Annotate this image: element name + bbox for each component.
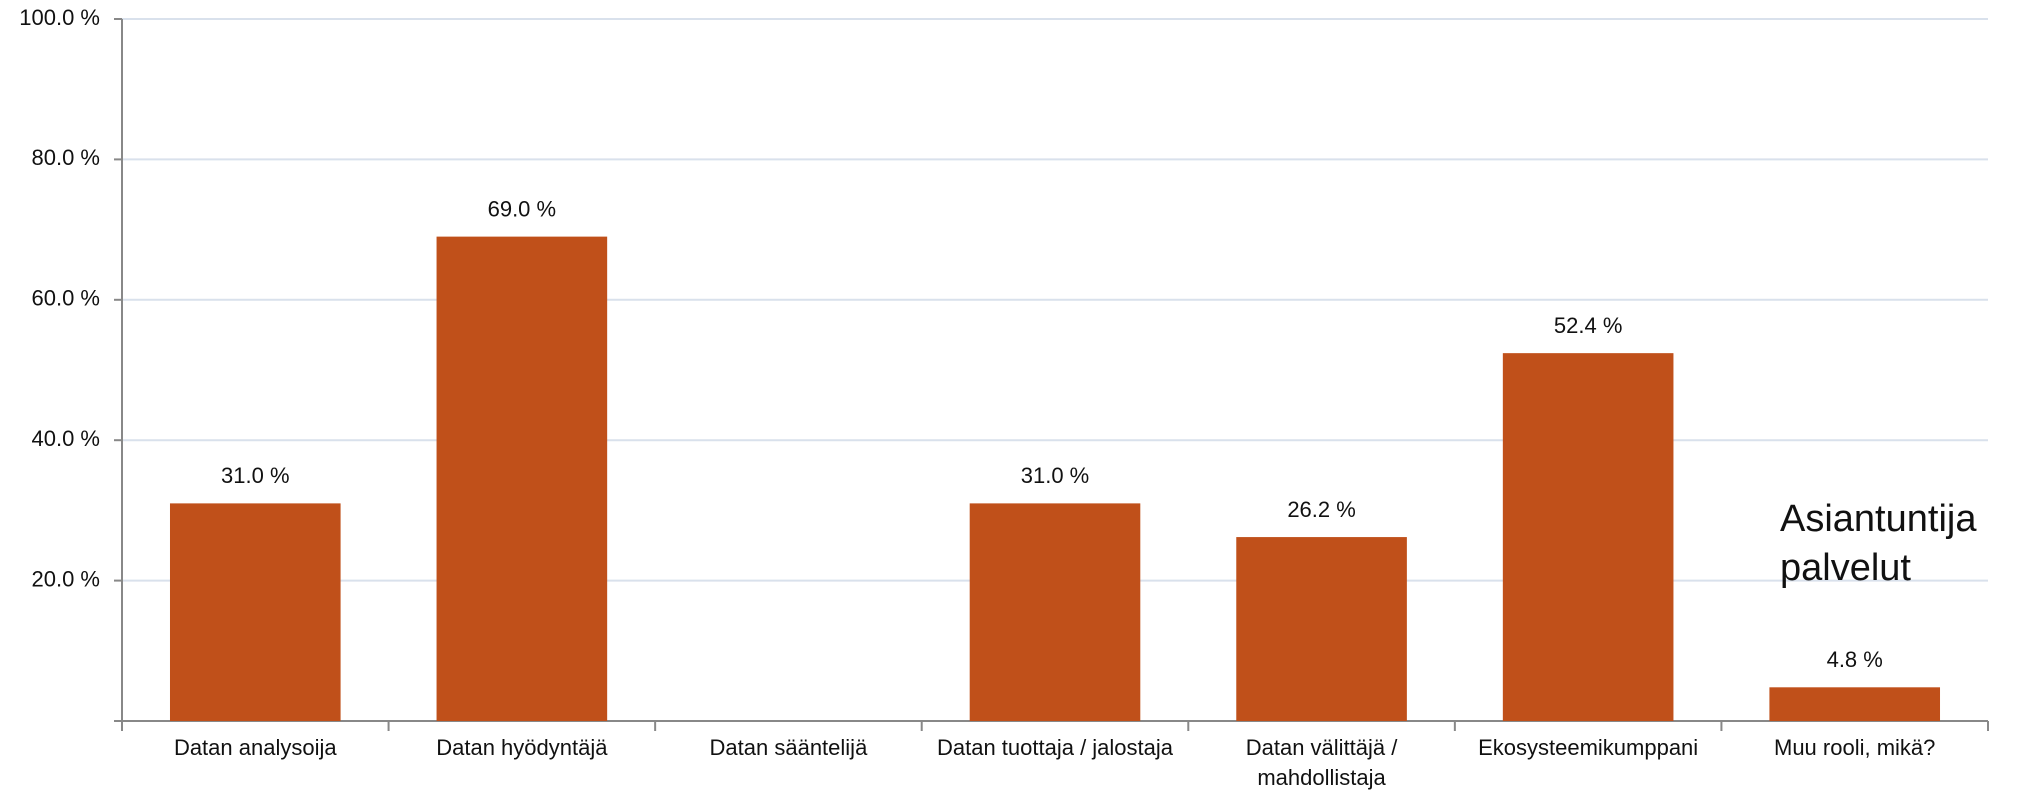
x-tick-label-box: Datan sääntelijä [709,735,868,760]
x-tick-label-box: Datan analysoija [173,735,337,760]
x-tick-label-box: Datan välittäjä / mahdollistaja [1245,735,1398,790]
bar [169,503,341,721]
x-tick-label-box: Datan hyödyntäjä [436,735,608,760]
x-tick-label-box: Ekosysteemikumppani [1478,735,1699,760]
x-tick-label: Datan sääntelijä [709,735,868,760]
data-label: 26.2 % [1287,497,1356,522]
y-tick-label: 40.0 % [32,426,101,451]
y-tick-label: 60.0 % [32,286,101,311]
x-tick-label: Ekosysteemikumppani [1478,735,1699,760]
data-label: 69.0 % [488,196,557,221]
x-tick-label: Muu rooli, mikä? [1774,735,1936,760]
bar [436,236,608,721]
data-label: 4.8 % [1827,647,1883,672]
y-tick-label: 100.0 % [19,5,100,30]
x-tick-label-box: Datan tuottaja / jalostaja [936,735,1174,760]
y-tick-label: 20.0 % [32,566,101,591]
bar [1236,537,1407,721]
x-tick-label: Datan analysoija [173,735,337,760]
x-tick-label-box: Muu rooli, mikä? [1774,735,1936,760]
x-tick-label: Datan välittäjä / mahdollistaja [1245,735,1398,790]
annotation: palvelut [1780,547,1911,589]
bar [1769,687,1941,721]
data-label: 52.4 % [1554,313,1623,338]
y-tick-label: 80.0 % [32,145,101,170]
x-tick-label: Datan tuottaja / jalostaja [936,735,1174,760]
x-tick-label: Datan hyödyntäjä [436,735,608,760]
annotation: Asiantuntija [1780,498,1977,540]
data-label: 31.0 % [221,463,290,488]
bar [1502,353,1674,721]
bar [969,503,1141,721]
data-label: 31.0 % [1021,463,1090,488]
